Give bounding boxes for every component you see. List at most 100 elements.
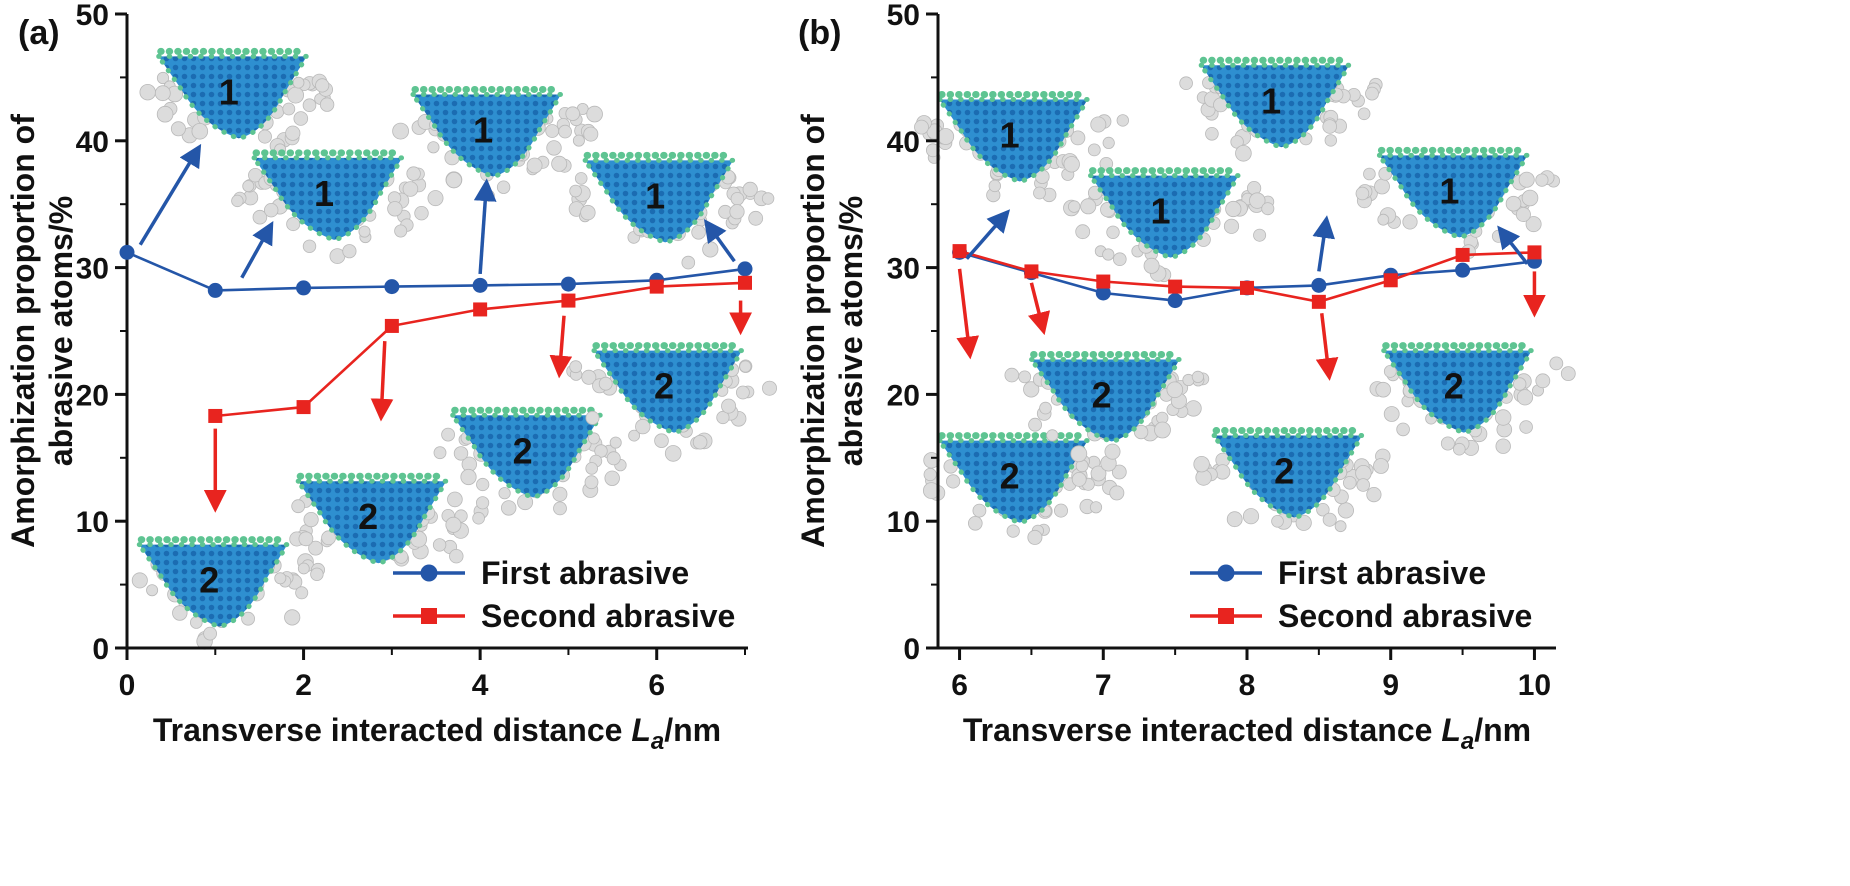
x-tick-label: 4 <box>472 669 489 702</box>
legend-label: First abrasive <box>481 555 689 591</box>
inset-number: 1 <box>1439 170 1459 211</box>
amorphous-atom <box>1102 248 1115 261</box>
legend-marker-square <box>421 608 437 624</box>
amorphous-atom <box>1535 373 1551 389</box>
interface-atoms-edge <box>1026 356 1185 445</box>
y-tick-label: 20 <box>76 379 109 412</box>
amorphous-atom <box>1067 200 1081 213</box>
crystalline-abrasive-body <box>158 56 307 139</box>
amorphous-atom <box>914 119 929 135</box>
data-point-second <box>1240 280 1254 295</box>
amorphous-atom <box>736 385 750 400</box>
amorphous-atom <box>569 360 583 374</box>
inset-number: 2 <box>513 430 533 471</box>
crystalline-abrasive-body <box>593 350 742 433</box>
interface-atoms-edge <box>1196 62 1354 150</box>
amorphous-atom <box>392 122 410 140</box>
y-tick-label: 40 <box>887 126 920 159</box>
particle-inset-1: 1 <box>1179 56 1383 162</box>
amorphous-atom <box>501 500 517 516</box>
amorphous-atom <box>315 78 330 93</box>
crystalline-abrasive-body <box>1214 435 1363 518</box>
annotation-arrow <box>370 341 394 422</box>
amorphous-atom <box>1185 400 1202 417</box>
data-point-second <box>1311 294 1326 309</box>
amorphous-atom <box>1054 503 1069 518</box>
amorphous-atom <box>583 126 599 142</box>
annotation-arrow <box>956 268 980 360</box>
amorphous-atom <box>762 380 778 396</box>
crystalline-abrasive-body <box>254 157 403 240</box>
y-tick-label: 30 <box>76 253 109 286</box>
amorphous-atom <box>606 451 621 466</box>
annotation-arrow <box>240 221 274 279</box>
particle-inset-2: 2 <box>923 432 1127 545</box>
legend-item-first: First abrasive <box>1190 555 1486 591</box>
amorphous-atom <box>1494 409 1512 426</box>
amorphous-atom <box>475 496 490 510</box>
amorphous-atom <box>1495 438 1511 454</box>
amorphous-atom <box>1249 192 1266 209</box>
amorphous-atom <box>739 360 752 373</box>
amorphous-atom <box>742 181 758 197</box>
data-point-second <box>296 400 311 415</box>
amorphous-atom <box>1090 465 1107 482</box>
data-point-second <box>1527 245 1542 260</box>
interface-atoms-edge <box>934 438 1093 526</box>
particle-inset-1: 1 <box>231 149 444 265</box>
amorphous-atom <box>565 106 580 121</box>
amorphous-atom <box>172 605 188 621</box>
amorphous-atom <box>433 446 447 460</box>
amorphous-atom <box>460 468 477 486</box>
amorphous-atom <box>1383 406 1400 422</box>
data-point-first <box>1455 262 1471 278</box>
amorphous-atom <box>730 192 745 206</box>
annotation-arrow <box>549 315 573 379</box>
amorphous-atom <box>721 398 737 414</box>
amorphous-atom <box>681 255 696 270</box>
interface-atoms-edge <box>448 412 606 500</box>
amorphous-atom <box>1039 401 1052 415</box>
data-point-second <box>473 302 488 317</box>
amorphous-atom <box>282 102 296 116</box>
amorphous-atom <box>285 125 301 141</box>
amorphous-atom <box>1133 424 1149 440</box>
amorphous-atom <box>1154 421 1171 439</box>
annotation-arrow <box>473 178 497 275</box>
interface-atoms-edge <box>293 478 451 566</box>
amorphous-atom <box>1271 514 1284 528</box>
amorphous-atom <box>1396 422 1410 437</box>
amorphous-atom <box>594 444 608 458</box>
amorphous-atom <box>427 141 440 154</box>
amorphous-atom <box>1316 503 1330 517</box>
amorphous-atom <box>1525 216 1542 233</box>
data-point-first <box>1167 293 1183 309</box>
amorphous-atom <box>716 410 730 425</box>
legend-label: Second abrasive <box>1278 598 1532 634</box>
amorphous-atom <box>584 475 599 490</box>
inset-number: 2 <box>1444 366 1464 407</box>
x-tick-label: 6 <box>648 669 665 702</box>
interface-atoms-edge <box>934 97 1093 185</box>
data-point-second <box>649 279 664 294</box>
amorphous-atom <box>1355 186 1370 201</box>
amorphous-atom <box>387 201 403 217</box>
inset-number: 2 <box>358 496 378 537</box>
particle-inset-2: 2 <box>289 472 490 567</box>
amorphous-atom <box>292 76 305 89</box>
data-point-first <box>207 282 223 298</box>
amorphous-atom <box>131 572 148 589</box>
amorphous-atom <box>1063 156 1080 173</box>
amorphous-atom <box>1375 381 1391 398</box>
amorphous-atom <box>1363 167 1376 181</box>
interface-atoms-edge <box>154 53 312 142</box>
amorphous-atom <box>1343 475 1357 490</box>
data-point-first <box>296 280 312 296</box>
crystalline-abrasive-body <box>585 160 734 243</box>
x-tick-label: 0 <box>119 669 136 702</box>
amorphous-atom <box>1087 143 1101 157</box>
interface-atoms-edge <box>1379 348 1537 436</box>
amorphous-atom <box>406 166 421 181</box>
x-tick-label: 8 <box>1239 669 1256 702</box>
